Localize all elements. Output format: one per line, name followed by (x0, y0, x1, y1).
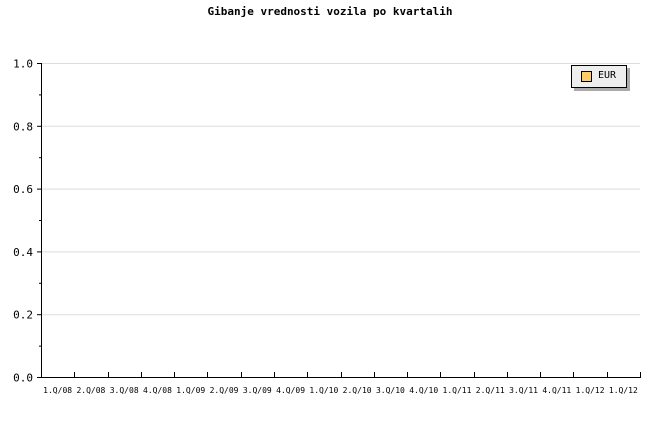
x-tick-label: 2.Q/11 (476, 386, 505, 395)
y-tick-label: 0.8 (13, 120, 33, 133)
x-tick-label: 1.Q/11 (443, 386, 472, 395)
x-tick-label: 1.Q/09 (176, 386, 205, 395)
x-tick-label: 1.Q/12 (609, 386, 638, 395)
legend: EUR (571, 65, 627, 88)
legend-label-eur: EUR (598, 70, 617, 81)
x-tick-label: 4.Q/10 (409, 386, 438, 395)
x-tick-label: 3.Q/08 (110, 386, 139, 395)
y-tick-label: 0.6 (13, 183, 33, 196)
x-tick-label: 1.Q/08 (43, 386, 72, 395)
y-tick-label: 1.0 (13, 58, 33, 71)
x-tick-label: 4.Q/11 (542, 386, 571, 395)
x-tick-label: 3.Q/11 (509, 386, 538, 395)
x-tick-label: 2.Q/08 (76, 386, 105, 395)
x-tick-label: 1.Q/10 (309, 386, 338, 395)
x-tick-label: 4.Q/08 (143, 386, 172, 395)
x-tick-label: 3.Q/10 (376, 386, 405, 395)
y-tick-label: 0.0 (13, 372, 33, 385)
x-tick-label: 2.Q/09 (210, 386, 239, 395)
legend-swatch-eur (581, 71, 592, 82)
x-tick-label: 1.Q/12 (576, 386, 605, 395)
y-tick-label: 0.2 (13, 309, 33, 322)
chart-title: Gibanje vrednosti vozila po kvartalih (207, 5, 453, 18)
x-tick-label: 4.Q/09 (276, 386, 305, 395)
y-tick-label: 0.4 (13, 246, 33, 259)
x-tick-label: 3.Q/09 (243, 386, 272, 395)
x-tick-label: 2.Q/10 (343, 386, 372, 395)
